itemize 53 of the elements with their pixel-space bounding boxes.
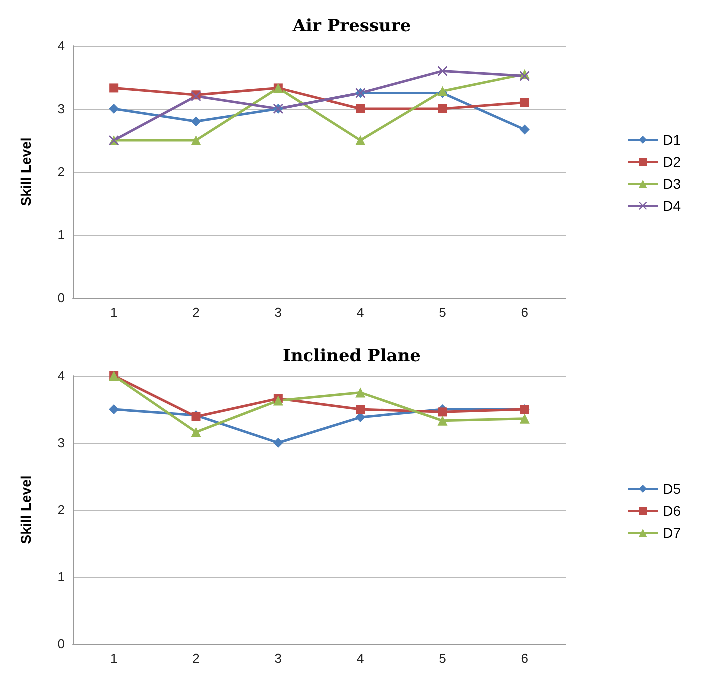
point	[356, 412, 366, 423]
y-axis-title: Skill Level	[18, 138, 34, 206]
y-axis-title: Skill Level	[18, 476, 34, 544]
y-tick-label: 2	[58, 502, 65, 518]
point	[191, 116, 202, 127]
point	[520, 414, 530, 424]
x-tick-label: 5	[439, 651, 446, 666]
legend-label: D2	[663, 154, 682, 170]
legend-label: D6	[663, 503, 682, 519]
legend-label: D3	[663, 176, 682, 192]
point	[109, 104, 120, 114]
x-tick-label: 3	[274, 651, 282, 666]
point	[191, 136, 202, 146]
y-tick-label: 0	[58, 290, 65, 306]
y-tick-label: 1	[58, 570, 65, 584]
legend-label: D7	[663, 525, 682, 541]
point	[356, 405, 366, 414]
point	[109, 404, 120, 414]
x-tick-label: 2	[192, 305, 200, 320]
point	[356, 136, 366, 146]
point	[191, 427, 202, 438]
point	[356, 104, 366, 114]
x-tick-label: 3	[274, 305, 282, 320]
point	[110, 84, 119, 93]
x-tick-label: 1	[110, 305, 118, 320]
chart-title: Inclined Plane	[283, 346, 422, 366]
point	[438, 416, 448, 426]
point	[438, 66, 448, 76]
point	[356, 388, 366, 398]
point	[438, 408, 448, 417]
point	[520, 124, 530, 135]
x-tick-label: 6	[521, 651, 529, 666]
point	[273, 438, 284, 448]
point	[520, 98, 530, 108]
y-tick-label: 3	[58, 436, 65, 450]
x-tick-label: 2	[192, 651, 200, 666]
point	[273, 396, 284, 406]
x-tick-label: 4	[356, 305, 364, 320]
x-tick-label: 4	[356, 651, 364, 666]
legend-label: D1	[663, 132, 682, 148]
point	[438, 104, 448, 114]
x-tick-label: 5	[439, 305, 446, 320]
x-tick-label: 1	[110, 651, 118, 666]
y-tick-label: 2	[58, 164, 65, 180]
y-tick-label: 4	[58, 38, 65, 54]
legend-label: D4	[663, 198, 682, 214]
y-tick-label: 1	[58, 228, 65, 242]
legend-label: D5	[663, 481, 682, 497]
y-tick-label: 3	[58, 102, 65, 116]
y-tick-label: 0	[58, 636, 65, 652]
y-tick-label: 4	[58, 368, 65, 384]
x-tick-label: 6	[521, 305, 529, 320]
chart-title: Air Pressure	[292, 16, 412, 36]
